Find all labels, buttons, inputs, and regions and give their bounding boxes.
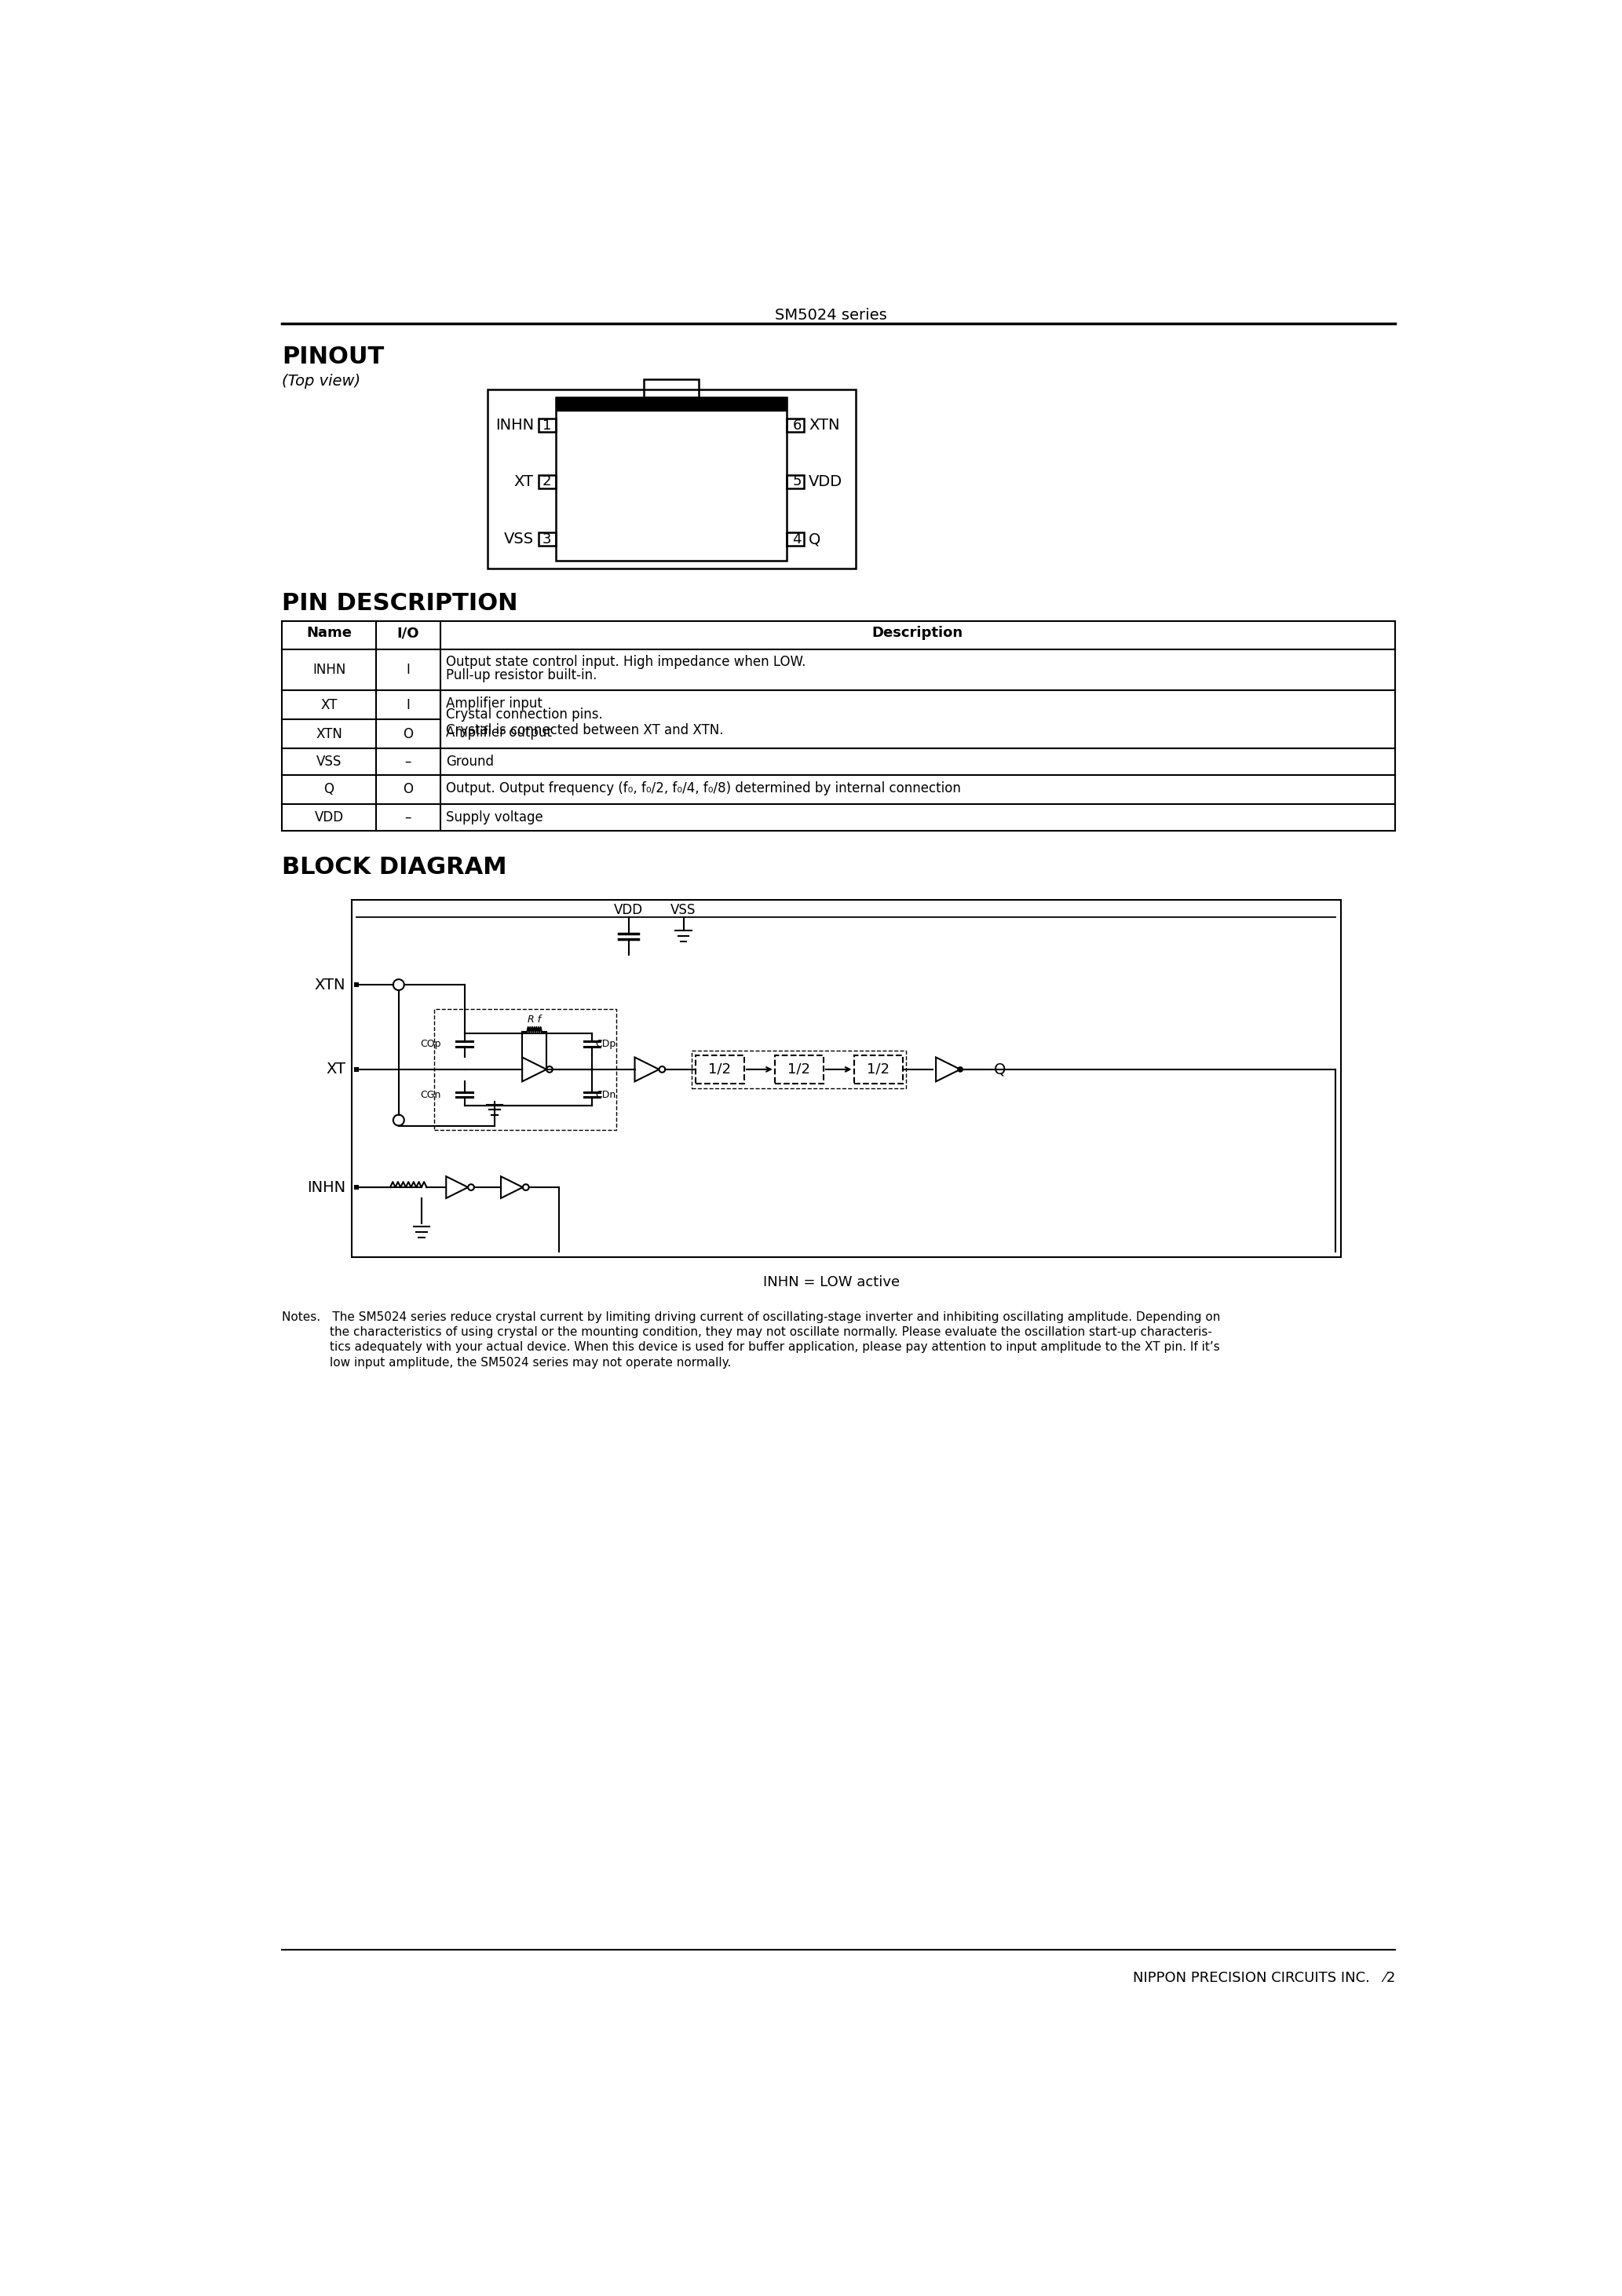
Text: Amplifier input: Amplifier input	[446, 696, 543, 709]
Bar	[696, 1056, 744, 1084]
Text: 3: 3	[542, 533, 551, 546]
Text: VDD: VDD	[615, 902, 644, 918]
Bar	[556, 397, 787, 411]
Text: VDD: VDD	[315, 810, 344, 824]
Text: Q: Q	[809, 533, 821, 546]
Text: 4: 4	[793, 533, 801, 546]
Text: Name: Name	[307, 627, 352, 641]
Text: INHN: INHN	[313, 664, 345, 677]
Bar	[488, 390, 856, 567]
Text: INHN = LOW active: INHN = LOW active	[762, 1274, 900, 1288]
Bar	[787, 418, 805, 432]
Text: low input amplitude, the SM5024 series may not operate normally.: low input amplitude, the SM5024 series m…	[282, 1357, 732, 1368]
Text: Output. Output frequency (f₀, f₀/2, f₀/4, f₀/8) determined by internal connectio: Output. Output frequency (f₀, f₀/2, f₀/4…	[446, 781, 962, 794]
Circle shape	[957, 1065, 963, 1072]
Bar	[354, 1068, 358, 1072]
Text: Amplifier output: Amplifier output	[446, 726, 551, 739]
Text: INHN: INHN	[307, 1180, 345, 1194]
Text: Supply voltage: Supply voltage	[446, 810, 543, 824]
Text: Q: Q	[324, 783, 334, 797]
Bar	[539, 475, 556, 489]
Text: Crystal is connected between XT and XTN.: Crystal is connected between XT and XTN.	[446, 723, 723, 737]
Text: –: –	[406, 810, 412, 824]
Text: I: I	[406, 698, 410, 712]
Text: XTN: XTN	[315, 978, 345, 992]
Bar	[787, 533, 805, 546]
Text: 1/2: 1/2	[709, 1063, 732, 1077]
Bar	[539, 533, 556, 546]
Text: Ground: Ground	[446, 755, 495, 769]
Bar	[352, 900, 1340, 1256]
Text: XTN: XTN	[809, 418, 840, 434]
Text: 1: 1	[542, 418, 551, 432]
Text: 1/2: 1/2	[788, 1063, 811, 1077]
Text: 2: 2	[542, 475, 551, 489]
Bar	[354, 983, 358, 987]
Text: VDD: VDD	[809, 475, 842, 489]
Text: Crystal connection pins.: Crystal connection pins.	[446, 707, 603, 721]
Bar	[435, 1008, 616, 1130]
Text: XTN: XTN	[316, 728, 342, 742]
Text: XT: XT	[514, 475, 534, 489]
Text: VSS: VSS	[504, 533, 534, 546]
Text: CDn: CDn	[595, 1091, 616, 1100]
Bar	[693, 1052, 907, 1088]
Text: PINOUT: PINOUT	[282, 347, 384, 367]
Text: 5: 5	[793, 475, 801, 489]
Text: Notes. The SM5024 series reduce crystal current by limiting driving current of o: Notes. The SM5024 series reduce crystal …	[282, 1311, 1220, 1322]
Bar	[853, 1056, 902, 1084]
Text: tics adequately with your actual device. When this device is used for buffer app: tics adequately with your actual device.…	[282, 1341, 1220, 1352]
Text: Description: Description	[873, 627, 963, 641]
Text: Pull-up resistor built-in.: Pull-up resistor built-in.	[446, 668, 597, 682]
Text: CGn: CGn	[420, 1091, 441, 1100]
Text: Output state control input. High impedance when LOW.: Output state control input. High impedan…	[446, 654, 806, 670]
Text: NIPPON PRECISION CIRCUITS INC. ⁄2: NIPPON PRECISION CIRCUITS INC. ⁄2	[1132, 1970, 1395, 1986]
Text: (Top view): (Top view)	[282, 374, 360, 388]
Text: COp: COp	[420, 1038, 441, 1049]
Bar	[556, 397, 787, 560]
Text: XT: XT	[326, 1063, 345, 1077]
Text: 6: 6	[793, 418, 801, 432]
Text: 1/2: 1/2	[866, 1063, 889, 1077]
Bar	[539, 418, 556, 432]
Text: PIN DESCRIPTION: PIN DESCRIPTION	[282, 592, 517, 615]
Text: O: O	[402, 783, 414, 797]
Text: XT: XT	[321, 698, 337, 712]
Text: the characteristics of using crystal or the mounting condition, they may not osc: the characteristics of using crystal or …	[282, 1327, 1212, 1339]
Text: SM5024 series: SM5024 series	[775, 308, 887, 324]
Bar	[644, 379, 699, 397]
Text: –: –	[406, 755, 412, 769]
Text: VSS: VSS	[672, 902, 696, 918]
Text: Q: Q	[994, 1063, 1006, 1077]
Bar	[787, 475, 805, 489]
Bar	[775, 1056, 824, 1084]
Text: BLOCK DIAGRAM: BLOCK DIAGRAM	[282, 856, 506, 879]
Bar	[354, 1185, 358, 1189]
Text: R f: R f	[527, 1015, 542, 1024]
Text: O: O	[402, 728, 414, 742]
Text: I: I	[406, 664, 410, 677]
Text: VSS: VSS	[316, 755, 342, 769]
Text: I/O: I/O	[397, 627, 420, 641]
Text: CDp: CDp	[595, 1038, 616, 1049]
Text: INHN: INHN	[495, 418, 534, 434]
